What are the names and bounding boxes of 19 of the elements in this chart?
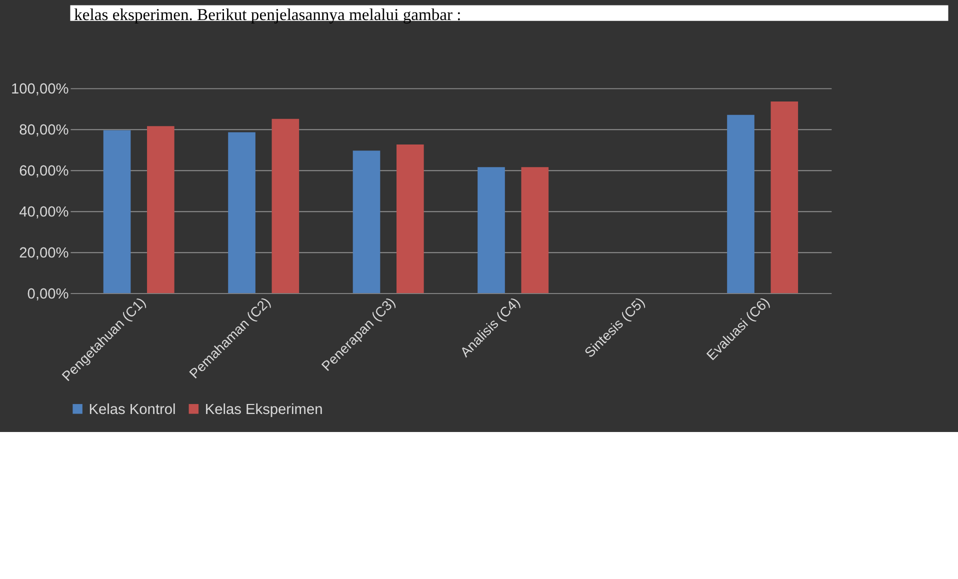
y-tick-label: 20,00%	[19, 245, 69, 262]
bar	[228, 132, 256, 294]
y-tick-label: 100,00%	[11, 82, 69, 98]
bar	[770, 102, 798, 294]
bar	[478, 167, 505, 294]
bar	[396, 144, 424, 294]
y-tick-label: 0,00%	[27, 286, 69, 302]
bar	[727, 114, 754, 294]
bar	[272, 118, 300, 294]
bar	[147, 126, 174, 294]
bar	[352, 150, 380, 294]
legend-label: Kelas Kontrol	[88, 402, 176, 418]
y-tick-label: 80,00%	[19, 122, 69, 139]
bar	[521, 167, 549, 294]
y-tick-label: 40,00%	[19, 204, 69, 220]
legend-label: Kelas Eksperimen	[204, 402, 323, 418]
bar	[103, 130, 131, 294]
y-tick-label: 60,00%	[19, 164, 69, 180]
text: kelas eksperimen. Berikut penjelasannya melalui gambar :	[74, 4, 462, 24]
